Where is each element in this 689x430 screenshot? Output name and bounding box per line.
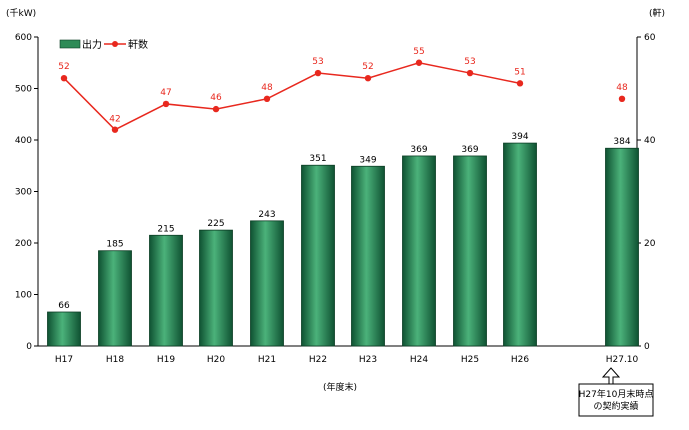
- y-right-tick-label: 60: [644, 33, 656, 43]
- bar: [250, 220, 284, 347]
- x-tick-label: H25: [461, 355, 479, 365]
- bar-value-label: 243: [258, 210, 275, 220]
- bar: [199, 229, 233, 347]
- line-value-label: 48: [261, 83, 273, 93]
- line-value-label: 52: [58, 62, 69, 72]
- bar-value-label: 351: [309, 154, 326, 164]
- x-tick-label: H19: [157, 355, 175, 365]
- bar-labels: 66 185 215 225 243 351 349 369 369 394 384: [58, 132, 631, 311]
- bar-value-label: 369: [461, 145, 478, 155]
- y-right-tick-label: 20: [644, 239, 656, 249]
- x-tick-label: H24: [410, 355, 428, 365]
- y-left-tick-label: 0: [26, 342, 32, 352]
- line-point: [162, 100, 170, 108]
- line-value-label: 42: [109, 115, 120, 125]
- line-value-label: 48: [616, 83, 628, 93]
- legend-label-line: 軒数: [128, 38, 148, 51]
- line-point: [111, 126, 119, 133]
- line-point: [415, 59, 423, 66]
- line-point: [466, 69, 474, 77]
- line-value-label: 55: [413, 47, 424, 57]
- annotation-arrow: [601, 367, 621, 385]
- line-point: [263, 95, 271, 103]
- bar-value-label: 185: [106, 240, 123, 250]
- x-tick-labels: H17 H18 H19 H20 H21 H22 H23 H24 H25 H26 H27.10 (年度末…: [55, 355, 639, 393]
- bar: [98, 250, 132, 347]
- line-value-label: 53: [312, 57, 323, 67]
- x-tick-label: H27.10: [606, 355, 639, 365]
- bar: [47, 311, 81, 347]
- bar-value-label: 394: [511, 132, 528, 142]
- y-right-unit: (軒): [649, 8, 665, 19]
- line-value-label: 52: [362, 62, 373, 72]
- annotation-line-2: の契約実績: [593, 400, 638, 412]
- y-left-unit: (千kW): [6, 8, 36, 19]
- x-axis-title: (年度末): [323, 381, 357, 393]
- line-value-label: 46: [210, 93, 222, 103]
- y-left-tick-label: 400: [15, 136, 32, 146]
- annotation-box: [578, 383, 654, 417]
- line-point: [60, 75, 68, 82]
- legend: 出力 軒数: [59, 38, 148, 51]
- x-tick-label: H23: [359, 355, 377, 365]
- bar: [351, 165, 385, 347]
- line-value-label: 51: [514, 67, 525, 77]
- bar-value-label: 215: [157, 224, 174, 234]
- y-left-tick-label: 500: [15, 85, 32, 95]
- line-value-label: 53: [464, 57, 475, 67]
- legend-swatch-marker: [112, 41, 118, 47]
- x-tick-label: H20: [207, 355, 225, 365]
- line-value-label: 47: [160, 88, 171, 98]
- y-right-tick-label: 0: [644, 342, 650, 352]
- y-right-tick-label: 40: [644, 136, 656, 146]
- line-point: [212, 105, 220, 113]
- legend-swatch-bar: [59, 39, 81, 49]
- x-tick-label: H17: [55, 355, 73, 365]
- bar: [149, 234, 183, 347]
- bar: [453, 155, 487, 347]
- bar-value-label: 225: [207, 219, 224, 229]
- legend-label-bar: 出力: [82, 38, 102, 51]
- line-path: [63, 61, 521, 131]
- bar: [605, 147, 639, 347]
- y-left-tick-label: 600: [15, 33, 32, 43]
- line-series: 52 42 47 46 48 53 52 55 53 51 48: [58, 47, 628, 133]
- bar-value-label: 369: [410, 145, 427, 155]
- line-point: [618, 95, 626, 103]
- line-point: [516, 80, 524, 87]
- bar: [503, 142, 537, 347]
- x-tick-label: H26: [511, 355, 529, 365]
- bar: [402, 155, 436, 347]
- y-left-tick-label: 100: [15, 291, 32, 301]
- x-tick-label: H18: [106, 355, 124, 365]
- line-point: [314, 69, 322, 77]
- bar-value-label: 384: [613, 137, 630, 147]
- bar-value-label: 349: [359, 155, 376, 165]
- annotation-line-1: H27年10月末時点: [579, 388, 654, 400]
- x-tick-label: H22: [309, 355, 327, 365]
- bar: [301, 164, 335, 347]
- x-tick-label: H21: [258, 355, 276, 365]
- bars: [47, 142, 639, 347]
- y-left-tick-label: 300: [15, 188, 32, 198]
- bar-value-label: 66: [58, 301, 70, 311]
- line-point: [364, 75, 372, 82]
- y-left-tick-label: 200: [15, 239, 32, 249]
